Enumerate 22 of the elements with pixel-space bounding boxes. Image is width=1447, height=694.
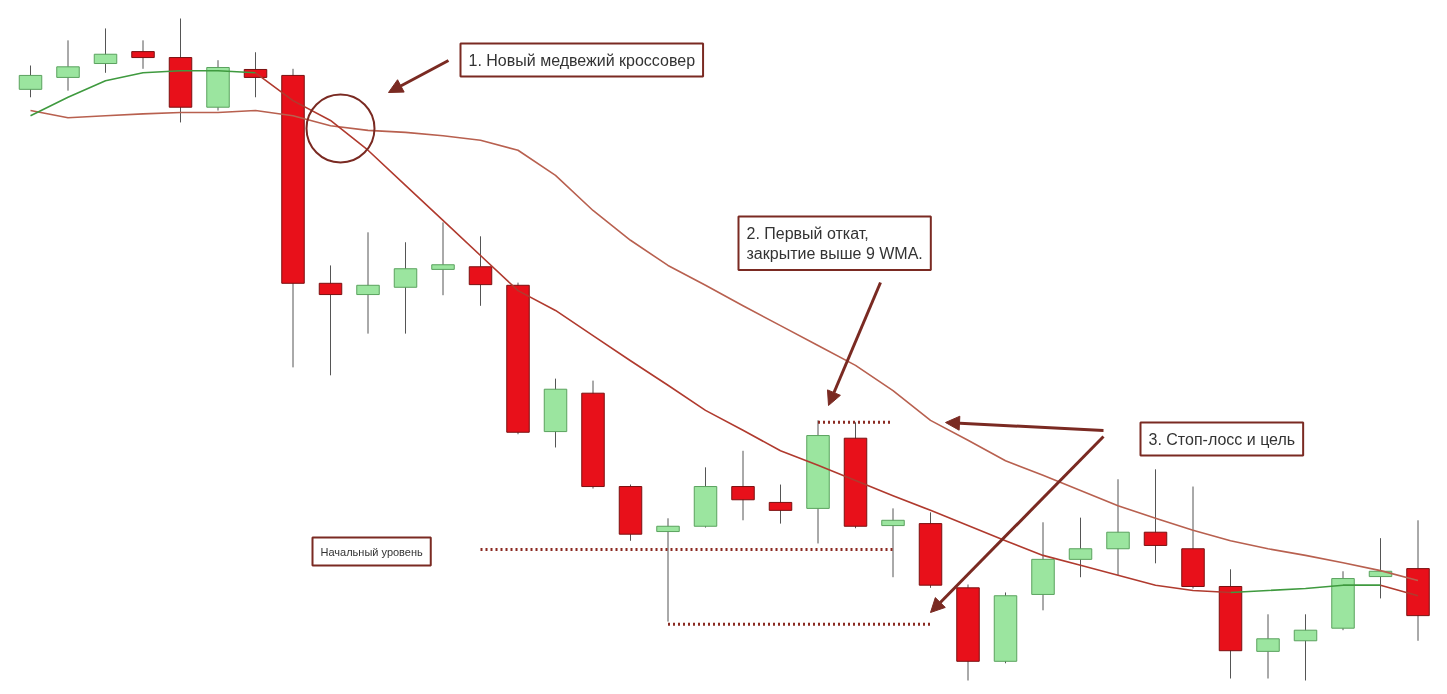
candlestick	[1143, 468, 1168, 564]
candlestick	[131, 39, 155, 70]
candlestick	[768, 484, 793, 525]
candlestick	[393, 241, 418, 335]
candlestick	[318, 264, 343, 376]
candlestick	[881, 507, 905, 578]
candlestick	[1106, 478, 1130, 576]
candlestick	[731, 450, 755, 521]
candlestick	[468, 235, 493, 307]
annotation: Начальный уровень	[320, 545, 424, 558]
annotation: 2. Первый откат, закрытие выше 9 WMA.	[746, 224, 923, 262]
candlestick	[93, 27, 118, 74]
candlestick	[18, 65, 43, 98]
annotation: 3. Стоп-лосс и цель	[1148, 430, 1296, 448]
candlestick	[56, 39, 80, 92]
candlestick	[656, 517, 680, 623]
candlestick	[356, 231, 380, 335]
candlestick	[1256, 613, 1280, 680]
candlestick	[431, 221, 455, 296]
annotation: 1. Новый медвежий кроссовер	[468, 51, 696, 69]
candlestick	[1293, 613, 1318, 681]
candlestick	[1068, 517, 1093, 578]
